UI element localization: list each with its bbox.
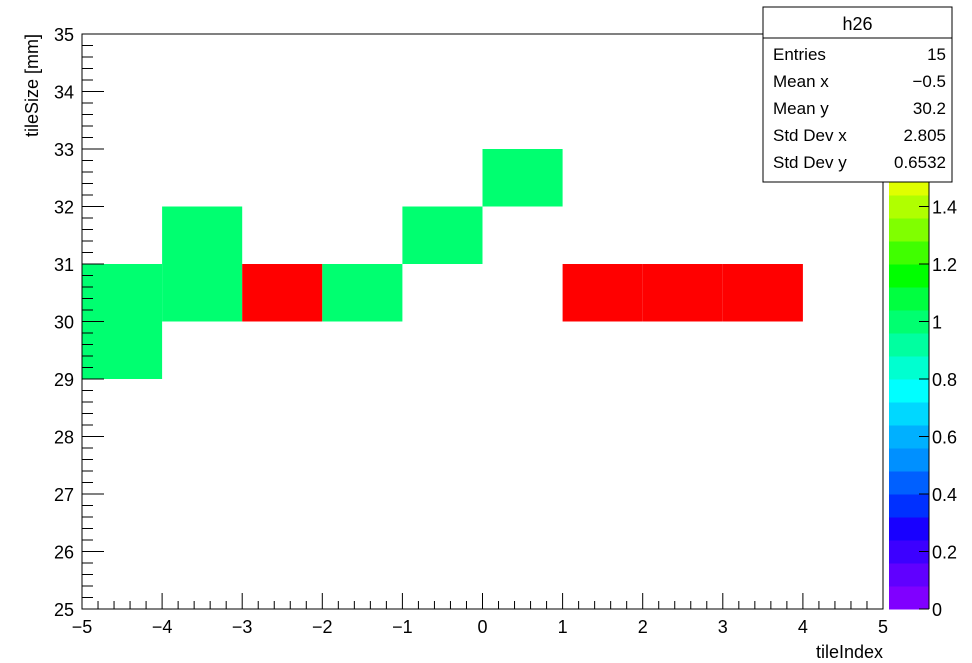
stats-row-label: Entries xyxy=(773,45,826,64)
stats-row-value: −0.5 xyxy=(912,72,946,91)
x-tick-label: 0 xyxy=(477,617,487,637)
x-tick-label: −2 xyxy=(312,617,333,637)
x-tick-label: 5 xyxy=(878,617,888,637)
heatmap-cell xyxy=(82,321,163,379)
stats-row-label: Mean x xyxy=(773,72,829,91)
color-scale-segment xyxy=(889,540,929,564)
color-scale-segment xyxy=(889,218,929,242)
stats-box-title: h26 xyxy=(842,14,872,34)
color-scale-segment xyxy=(889,517,929,541)
y-tick-label: 25 xyxy=(54,600,74,620)
y-tick-label: 32 xyxy=(54,198,74,218)
stats-row-value: 2.805 xyxy=(903,126,946,145)
color-scale-segment xyxy=(889,563,929,587)
x-tick-label: −4 xyxy=(152,617,173,637)
y-tick-label: 31 xyxy=(54,255,74,275)
y-tick-label: 34 xyxy=(54,83,74,103)
color-scale-tick-label: 1.2 xyxy=(932,255,957,275)
heatmap-cell xyxy=(482,149,563,207)
color-scale-segment xyxy=(889,379,929,403)
y-tick-label: 30 xyxy=(54,313,74,333)
y-axis-title: tileSize [mm] xyxy=(22,34,42,137)
y-tick-label: 26 xyxy=(54,543,74,563)
heatmap-cell xyxy=(162,264,243,322)
heatmap-cell xyxy=(162,206,243,264)
color-scale-segment xyxy=(889,310,929,334)
x-tick-label: −5 xyxy=(72,617,93,637)
heatmap-cell xyxy=(322,264,403,322)
color-scale-segment xyxy=(889,356,929,380)
heatmap-cell xyxy=(82,264,163,322)
heatmap-cells xyxy=(82,149,803,379)
heatmap-cell xyxy=(642,264,723,322)
color-scale-tick-label: 1.4 xyxy=(932,198,957,218)
color-scale-tick-label: 0.6 xyxy=(932,428,957,448)
heatmap-cell xyxy=(402,206,483,264)
color-scale-segment xyxy=(889,241,929,265)
stats-row-label: Std Dev y xyxy=(773,153,847,172)
x-tick-label: 2 xyxy=(638,617,648,637)
stats-row-value: 30.2 xyxy=(913,99,946,118)
y-tick-label: 28 xyxy=(54,428,74,448)
color-scale-segment xyxy=(889,494,929,518)
color-scale-segment xyxy=(889,586,929,610)
heatmap-cell xyxy=(242,264,323,322)
color-scale-tick-label: 0.8 xyxy=(932,370,957,390)
stats-row-value: 15 xyxy=(927,45,946,64)
x-axis: −5 −4 −3 −2 −1 0 1 2 3 4 5 xyxy=(72,593,888,637)
color-scale-segment xyxy=(889,402,929,426)
color-scale-segment xyxy=(889,287,929,311)
y-tick-label: 29 xyxy=(54,370,74,390)
y-tick-label: 35 xyxy=(54,25,74,45)
color-scale-tick-label: 0.2 xyxy=(932,543,957,563)
stats-box: h26 Entries 15 Mean x −0.5 Mean y 30.2 Std Dev… xyxy=(762,6,953,183)
stats-box-rows: Entries 15 Mean x −0.5 Mean y 30.2 Std Dev x 2.… xyxy=(773,45,946,172)
color-scale-tick-label: 0 xyxy=(932,600,942,620)
stats-row-label: Std Dev x xyxy=(773,126,847,145)
x-tick-label: 4 xyxy=(798,617,808,637)
plot-area xyxy=(81,33,884,610)
color-scale-segment xyxy=(889,264,929,288)
color-scale-tick-label: 1 xyxy=(932,313,942,333)
y-axis: 25 26 27 28 29 30 31 32 33 34 35 xyxy=(54,25,104,620)
x-tick-label: 1 xyxy=(558,617,568,637)
y-tick-label: 33 xyxy=(54,140,74,160)
heatmap-cell xyxy=(722,264,803,322)
color-scale-segment xyxy=(889,448,929,472)
x-tick-label: 3 xyxy=(718,617,728,637)
color-scale-segment xyxy=(889,471,929,495)
heatmap-cell xyxy=(562,264,643,322)
color-scale-segment xyxy=(889,333,929,357)
color-scale-segment xyxy=(889,195,929,219)
x-tick-label: −3 xyxy=(232,617,253,637)
x-tick-label: −1 xyxy=(392,617,413,637)
y-tick-label: 27 xyxy=(54,485,74,505)
color-scale-tick-label: 0.4 xyxy=(932,485,957,505)
stats-row-value: 0.6532 xyxy=(894,153,946,172)
color-scale-segment xyxy=(889,425,929,449)
stats-row-label: Mean y xyxy=(773,99,829,118)
stats-box-frame xyxy=(762,6,953,183)
x-axis-title: tileIndex xyxy=(816,642,883,662)
